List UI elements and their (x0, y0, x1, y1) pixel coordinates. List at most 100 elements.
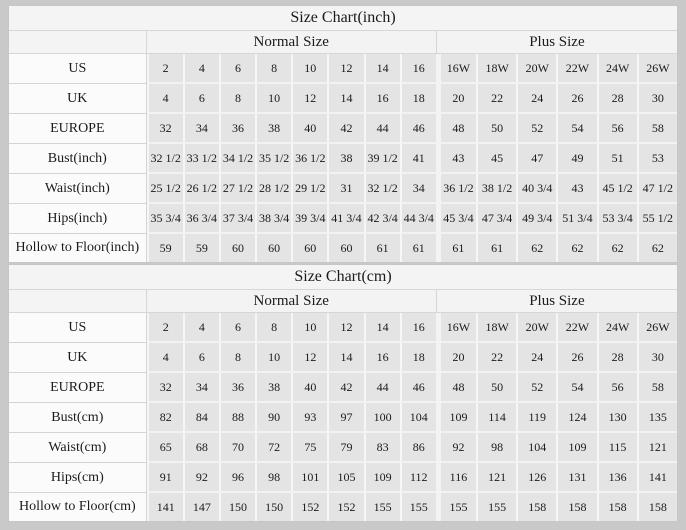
size-value-cell: 26W (636, 54, 677, 84)
size-value-cell: 109 (363, 463, 400, 493)
size-value-cell: 60 (291, 234, 328, 262)
size-value-cell: 20W (516, 54, 557, 84)
size-value-cell: 84 (182, 403, 219, 433)
size-value-cell: 47 1/2 (636, 174, 677, 204)
size-value-cell: 43 (556, 174, 597, 204)
table-row: US 2 4 6 8 10 12 14 16 16W 18W 20W 22W 24W 26W (9, 54, 677, 84)
size-value-cell: 158 (636, 493, 677, 521)
size-value-cell: 60 (327, 234, 364, 262)
size-value-cell: 155 (435, 493, 477, 521)
size-value-cell: 92 (435, 433, 477, 463)
size-value-cell: 6 (182, 84, 219, 114)
size-value-cell: 52 (516, 373, 557, 403)
row-header: Bust(cm) (9, 403, 147, 433)
size-value-cell: 41 3/4 (327, 204, 364, 234)
size-value-cell: 8 (218, 84, 256, 114)
column-group-row: Normal Size Plus Size (9, 31, 677, 54)
size-value-cell: 45 (476, 144, 517, 174)
size-value-cell: 24 (516, 84, 557, 114)
size-value-cell: 8 (255, 313, 292, 343)
size-value-cell: 32 (146, 114, 183, 144)
size-value-cell: 158 (596, 493, 637, 521)
size-value-cell: 50 (476, 373, 517, 403)
size-value-cell: 16W (435, 313, 477, 343)
size-value-cell: 16 (399, 313, 436, 343)
size-value-cell: 33 1/2 (182, 144, 219, 174)
size-value-cell: 60 (218, 234, 256, 262)
size-value-cell: 26 1/2 (182, 174, 219, 204)
size-value-cell: 37 3/4 (218, 204, 256, 234)
size-value-cell: 65 (146, 433, 183, 463)
size-value-cell: 36 (218, 373, 256, 403)
size-value-cell: 44 (363, 114, 400, 144)
size-value-cell: 22W (556, 54, 597, 84)
size-value-cell: 10 (255, 343, 292, 373)
size-value-cell: 22W (556, 313, 597, 343)
size-value-cell: 150 (255, 493, 292, 521)
size-value-cell: 114 (476, 403, 517, 433)
size-value-cell: 26 (556, 84, 597, 114)
row-header: Waist(inch) (9, 174, 147, 204)
size-value-cell: 36 (218, 114, 256, 144)
size-value-cell: 79 (327, 433, 364, 463)
table-row: Hips(inch) 35 3/4 36 3/4 37 3/4 38 3/4 39 3/4… (9, 204, 677, 234)
size-value-cell: 38 (255, 114, 292, 144)
size-value-cell: 61 (363, 234, 400, 262)
size-chart-inch-table: Size Chart(inch) Normal Size Plus Size US 2 4… (8, 5, 678, 263)
size-value-cell: 152 (291, 493, 328, 521)
size-value-cell: 36 3/4 (182, 204, 219, 234)
size-value-cell: 31 (327, 174, 364, 204)
size-value-cell: 10 (291, 313, 328, 343)
size-value-cell: 82 (146, 403, 183, 433)
size-value-cell: 48 (435, 114, 477, 144)
size-value-cell: 4 (182, 313, 219, 343)
row-header: EUROPE (9, 373, 147, 403)
size-value-cell: 155 (476, 493, 517, 521)
size-value-cell: 44 3/4 (399, 204, 436, 234)
table-row: Hollow to Floor(cm) 141 147 150 150 152 152 155… (9, 493, 677, 521)
table-row: Waist(cm) 65 68 70 72 75 79 83 86 92 98 104 109 115 12… (9, 433, 677, 463)
size-value-cell: 6 (218, 54, 256, 84)
size-value-cell: 112 (399, 463, 436, 493)
size-value-cell: 98 (476, 433, 517, 463)
size-value-cell: 62 (516, 234, 557, 262)
size-value-cell: 155 (399, 493, 436, 521)
size-value-cell: 12 (327, 54, 364, 84)
size-value-cell: 62 (636, 234, 677, 262)
size-value-cell: 135 (636, 403, 677, 433)
size-value-cell: 53 (636, 144, 677, 174)
size-value-cell: 44 (363, 373, 400, 403)
size-value-cell: 28 (596, 343, 637, 373)
size-value-cell: 97 (327, 403, 364, 433)
size-value-cell: 34 1/2 (218, 144, 256, 174)
size-value-cell: 34 (182, 114, 219, 144)
column-group-row: Normal Size Plus Size (9, 290, 677, 313)
size-value-cell: 2 (146, 313, 183, 343)
size-value-cell: 72 (255, 433, 292, 463)
size-value-cell: 12 (327, 313, 364, 343)
row-header: UK (9, 84, 147, 114)
table-row: Hips(cm) 91 92 96 98 101 105 109 112 116 121 126 131… (9, 463, 677, 493)
size-value-cell: 62 (556, 234, 597, 262)
size-value-cell: 70 (218, 433, 256, 463)
size-value-cell: 90 (255, 403, 292, 433)
size-value-cell: 38 1/2 (476, 174, 517, 204)
size-value-cell: 39 1/2 (363, 144, 400, 174)
table-row: Bust(inch) 32 1/2 33 1/2 34 1/2 35 1/2 36 1/2… (9, 144, 677, 174)
row-header: Hips(inch) (9, 204, 147, 234)
size-value-cell: 75 (291, 433, 328, 463)
size-value-cell: 60 (255, 234, 292, 262)
row-header: UK (9, 343, 147, 373)
size-value-cell: 10 (255, 84, 292, 114)
size-value-cell: 30 (636, 84, 677, 114)
table-row: Waist(inch) 25 1/2 26 1/2 27 1/2 28 1/2 29 1/… (9, 174, 677, 204)
size-value-cell: 6 (218, 313, 256, 343)
size-value-cell: 36 1/2 (435, 174, 477, 204)
row-header: EUROPE (9, 114, 147, 144)
group-header-spacer (9, 31, 147, 54)
size-value-cell: 24 (516, 343, 557, 373)
size-value-cell: 28 (596, 84, 637, 114)
size-value-cell: 115 (596, 433, 637, 463)
size-value-cell: 10 (291, 54, 328, 84)
size-value-cell: 6 (182, 343, 219, 373)
